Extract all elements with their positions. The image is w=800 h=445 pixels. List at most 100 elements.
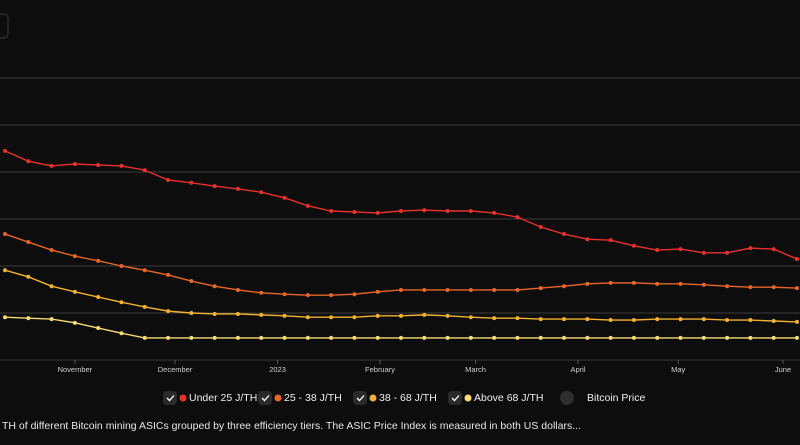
series-point [515, 335, 520, 340]
series-point [795, 335, 799, 340]
series-point [608, 238, 613, 243]
legend-checkbox [448, 391, 462, 405]
series-point [631, 318, 636, 323]
series-point [748, 318, 753, 323]
caption: TH of different Bitcoin mining ASICs gro… [2, 420, 581, 432]
legend-item[interactable]: Above 68 J/TH [448, 391, 543, 405]
series-point [329, 335, 334, 340]
series-point [235, 335, 240, 340]
x-tick-label: November [58, 365, 93, 374]
series-point [49, 284, 54, 289]
series-point [142, 168, 147, 173]
series-point [492, 287, 497, 292]
x-tick-label: May [671, 365, 685, 374]
series-point [608, 280, 613, 285]
series-point [235, 311, 240, 316]
series-point [422, 287, 427, 292]
series-point [305, 335, 310, 340]
legend-item[interactable]: Bitcoin Price [560, 391, 646, 405]
series-point [352, 315, 357, 320]
series-point [492, 210, 497, 215]
legend-item[interactable]: 25 - 38 J/TH [258, 391, 342, 405]
series-point [538, 224, 543, 229]
series-point [96, 258, 101, 263]
series-point [771, 318, 776, 323]
series-point [3, 268, 7, 273]
series-point [259, 335, 264, 340]
x-tick-label: March [465, 365, 486, 374]
series-point [748, 335, 753, 340]
series-point [515, 287, 520, 292]
series-point [422, 312, 427, 317]
series-point [701, 250, 706, 255]
series-point [282, 195, 287, 200]
menu-button[interactable] [0, 13, 9, 39]
series-point [72, 289, 77, 294]
series-point [585, 317, 590, 322]
series-point [399, 209, 403, 214]
series-point [399, 313, 403, 318]
series-point [445, 287, 450, 292]
legend-checkbox [353, 391, 367, 405]
series-point [585, 237, 590, 242]
legend-checkbox [258, 391, 272, 405]
series-point [329, 293, 334, 298]
series-point [166, 272, 171, 277]
series-point [748, 246, 753, 251]
legend-check [451, 395, 460, 402]
legend-check [356, 395, 365, 402]
series-point [445, 335, 450, 340]
series-point [259, 290, 264, 295]
legend-label: Above 68 J/TH [474, 392, 543, 404]
series-point [585, 335, 590, 340]
series-point [795, 286, 799, 291]
series-point [375, 313, 380, 318]
x-tick-label: April [571, 365, 586, 374]
series-point [375, 289, 380, 294]
series-point [655, 317, 660, 322]
series-point [3, 232, 7, 237]
legend-toggle [560, 391, 574, 405]
series-point [212, 284, 217, 289]
series-point [142, 304, 147, 309]
series-point [468, 287, 473, 292]
legend-item[interactable]: Under 25 J/TH [163, 391, 257, 405]
series-point [608, 318, 613, 323]
series-point [26, 274, 31, 279]
series-point [445, 313, 450, 318]
legend-item[interactable]: 38 - 68 J/TH [353, 391, 437, 405]
x-tick-label: December [158, 365, 193, 374]
series-point [678, 335, 683, 340]
series-point [562, 335, 567, 340]
series-point [515, 316, 520, 321]
series-point [119, 163, 124, 168]
series-point [725, 284, 730, 289]
series-point [119, 264, 124, 268]
legend-swatch [369, 394, 377, 402]
series-point [795, 256, 799, 261]
series-point [189, 335, 194, 340]
series-point [352, 335, 357, 340]
x-tick-label: 2023 [269, 365, 286, 374]
series-point [631, 280, 636, 285]
series-point [72, 254, 77, 259]
series-point [375, 210, 380, 215]
series-point [748, 285, 753, 290]
series-point [771, 335, 776, 340]
series-point [142, 268, 147, 273]
series-point [3, 315, 7, 320]
series-point [492, 335, 497, 340]
series-point [119, 331, 124, 336]
series-point [562, 284, 567, 289]
series-point [352, 209, 357, 214]
series-point [166, 177, 171, 182]
series-point [538, 335, 543, 340]
series-point [189, 279, 194, 284]
series-point [631, 335, 636, 340]
series-point [422, 208, 427, 213]
series-point [259, 190, 264, 195]
series-point [538, 317, 543, 322]
series-point [352, 292, 357, 297]
series-point [678, 317, 683, 322]
